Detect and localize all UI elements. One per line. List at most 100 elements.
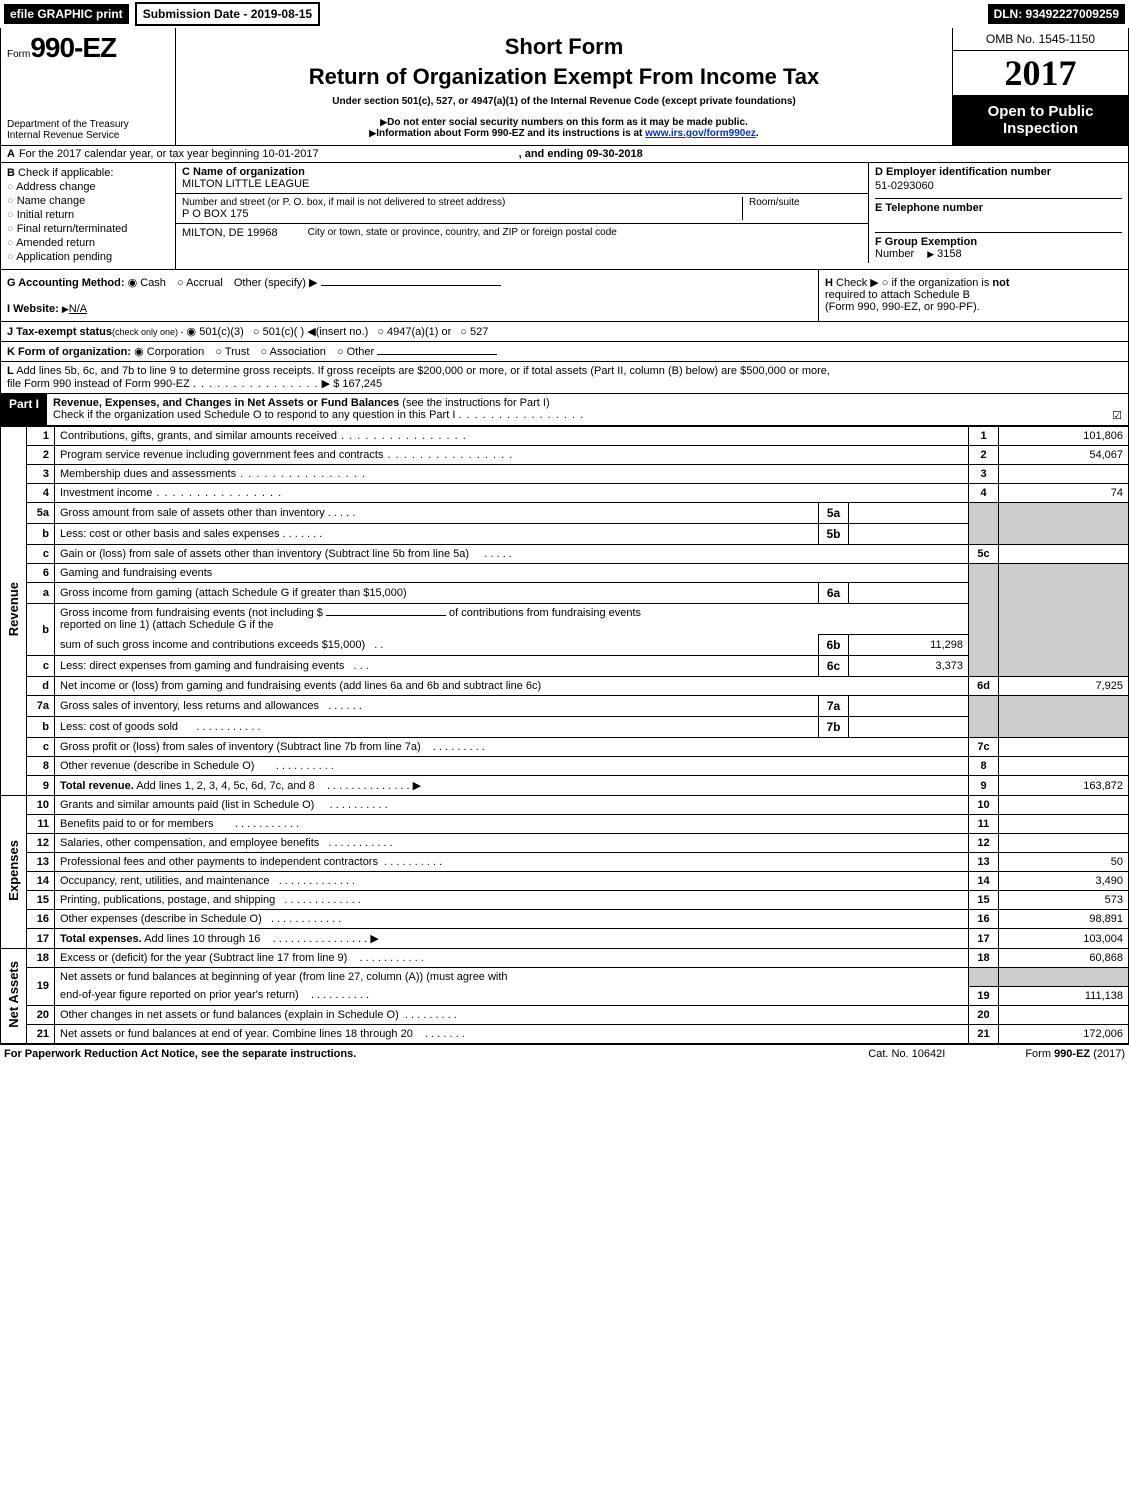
d18: Excess or (deficit) for the year (Subtra…	[55, 949, 969, 968]
e-label: E Telephone number	[875, 198, 1122, 214]
n7c: c	[27, 738, 55, 757]
sa7a	[849, 696, 969, 717]
part1-header-row: Part I Revenue, Expenses, and Changes in…	[0, 394, 1129, 426]
d5b: Less: cost or other basis and sales expe…	[55, 524, 819, 545]
a13: 50	[999, 853, 1129, 872]
n4: 4	[27, 484, 55, 503]
k-corp[interactable]: ◉ Corporation	[134, 346, 204, 358]
row-5c: c Gain or (loss) from sale of assets oth…	[1, 545, 1129, 564]
d6bsum: sum of such gross income and contributio…	[55, 635, 819, 656]
b10: 10	[969, 796, 999, 815]
part1-desc: Revenue, Expenses, and Changes in Net As…	[47, 394, 1128, 425]
b18: 18	[969, 949, 999, 968]
street-label: Number and street (or P. O. box, if mail…	[182, 197, 742, 208]
d1: Contributions, gifts, grants, and simila…	[55, 427, 969, 446]
n7a: 7a	[27, 696, 55, 717]
f-label: F Group Exemption	[875, 236, 977, 248]
b17: 17	[969, 929, 999, 949]
b15: 15	[969, 891, 999, 910]
row-6: 6 Gaming and fundraising events	[1, 564, 1129, 583]
sb6b: 6b	[819, 635, 849, 656]
n6: 6	[27, 564, 55, 583]
row-18: Net Assets 18 Excess or (deficit) for th…	[1, 949, 1129, 968]
header-left: Form990-EZ Department of the Treasury In…	[1, 28, 176, 145]
footer-form: Form 990-EZ (2017)	[1025, 1048, 1125, 1060]
d2: Program service revenue including govern…	[55, 446, 969, 465]
calendar-year-text: For the 2017 calendar year, or tax year …	[19, 148, 319, 160]
sb6a: 6a	[819, 583, 849, 604]
d3: Membership dues and assessments	[55, 465, 969, 484]
chk-final-return[interactable]: Final return/terminated	[7, 223, 169, 235]
k-other[interactable]: ○ Other	[337, 346, 374, 358]
k-assoc[interactable]: ○ Association	[261, 346, 326, 358]
form-no: 990-EZ	[30, 32, 116, 63]
k-trust[interactable]: ○ Trust	[215, 346, 249, 358]
chk-application-pending[interactable]: Application pending	[7, 251, 169, 263]
row-21: 21 Net assets or fund balances at end of…	[1, 1024, 1129, 1043]
n12: 12	[27, 834, 55, 853]
n2: 2	[27, 446, 55, 465]
n6d: d	[27, 677, 55, 696]
row-j: J Tax-exempt status(check only one) - ◉ …	[0, 322, 1129, 342]
l-label: L	[7, 365, 14, 377]
efile-label: efile GRAPHIC print	[4, 4, 129, 24]
j-501c[interactable]: ○ 501(c)( )	[253, 326, 304, 338]
form-header: Form990-EZ Department of the Treasury In…	[0, 28, 1129, 146]
d-label: D Employer identification number	[875, 166, 1122, 178]
a18: 60,868	[999, 949, 1129, 968]
website: N/A	[69, 303, 87, 315]
g-accrual[interactable]: ○ Accrual	[177, 277, 223, 289]
d12: Salaries, other compensation, and employ…	[55, 834, 969, 853]
sb5b: 5b	[819, 524, 849, 545]
chk-name-change[interactable]: Name change	[7, 195, 169, 207]
d-column: D Employer identification number 51-0293…	[868, 163, 1128, 263]
a8	[999, 757, 1129, 776]
n19: 19	[27, 968, 55, 1006]
g-cash[interactable]: ◉ Cash	[128, 277, 166, 289]
f-value: 3158	[937, 248, 961, 260]
side-revenue: Revenue	[1, 427, 27, 796]
row-6bsum: sum of such gross income and contributio…	[1, 635, 1129, 656]
a1: 101,806	[999, 427, 1129, 446]
a11	[999, 815, 1129, 834]
sb7b: 7b	[819, 717, 849, 738]
row-10: Expenses 10 Grants and similar amounts p…	[1, 796, 1129, 815]
l-amount: $ 167,245	[333, 378, 382, 390]
shade-7	[969, 696, 999, 738]
row-19b: end-of-year figure reported on prior yea…	[1, 986, 1129, 1005]
d21: Net assets or fund balances at end of ye…	[55, 1024, 969, 1043]
j-527[interactable]: ○ 527	[460, 326, 488, 338]
do-not-enter: Do not enter social security numbers on …	[182, 117, 946, 128]
shade-6amt	[999, 564, 1129, 677]
d6: Gaming and fundraising events	[55, 564, 969, 583]
d15: Printing, publications, postage, and shi…	[55, 891, 969, 910]
j-501c3[interactable]: ◉ 501(c)(3)	[187, 326, 244, 338]
d10: Grants and similar amounts paid (list in…	[55, 796, 969, 815]
under-section: Under section 501(c), 527, or 4947(a)(1)…	[182, 96, 946, 107]
row-6c: c Less: direct expenses from gaming and …	[1, 656, 1129, 677]
form-number: Form990-EZ	[7, 32, 169, 64]
a17: 103,004	[999, 929, 1129, 949]
j-4947[interactable]: ○ 4947(a)(1) or	[377, 326, 451, 338]
dept-irs: Internal Revenue Service	[7, 130, 169, 141]
cd-left: C Name of organization MILTON LITTLE LEA…	[176, 163, 868, 263]
row-7b: b Less: cost of goods sold . . . . . . .…	[1, 717, 1129, 738]
column-b: B Check if applicable: Address change Na…	[1, 163, 176, 269]
info-link[interactable]: www.irs.gov/form990ez	[645, 128, 756, 139]
n21: 21	[27, 1024, 55, 1043]
side-expenses: Expenses	[1, 796, 27, 949]
part1-checkbox[interactable]: ☑	[1112, 409, 1122, 422]
row-l: L Add lines 5b, 6c, and 7b to line 9 to …	[0, 362, 1129, 394]
chk-initial-return[interactable]: Initial return	[7, 209, 169, 221]
chk-address-change[interactable]: Address change	[7, 181, 169, 193]
d19: Net assets or fund balances at beginning…	[55, 968, 969, 987]
g-other[interactable]: Other (specify) ▶	[234, 277, 318, 289]
chk-amended-return[interactable]: Amended return	[7, 237, 169, 249]
part1-label: Part I	[1, 394, 47, 425]
n6a: a	[27, 583, 55, 604]
sa5a	[849, 503, 969, 524]
part1-table: Revenue 1 Contributions, gifts, grants, …	[0, 426, 1129, 1044]
d6a: Gross income from gaming (attach Schedul…	[55, 583, 819, 604]
a5c	[999, 545, 1129, 564]
row-2: 2 Program service revenue including gove…	[1, 446, 1129, 465]
